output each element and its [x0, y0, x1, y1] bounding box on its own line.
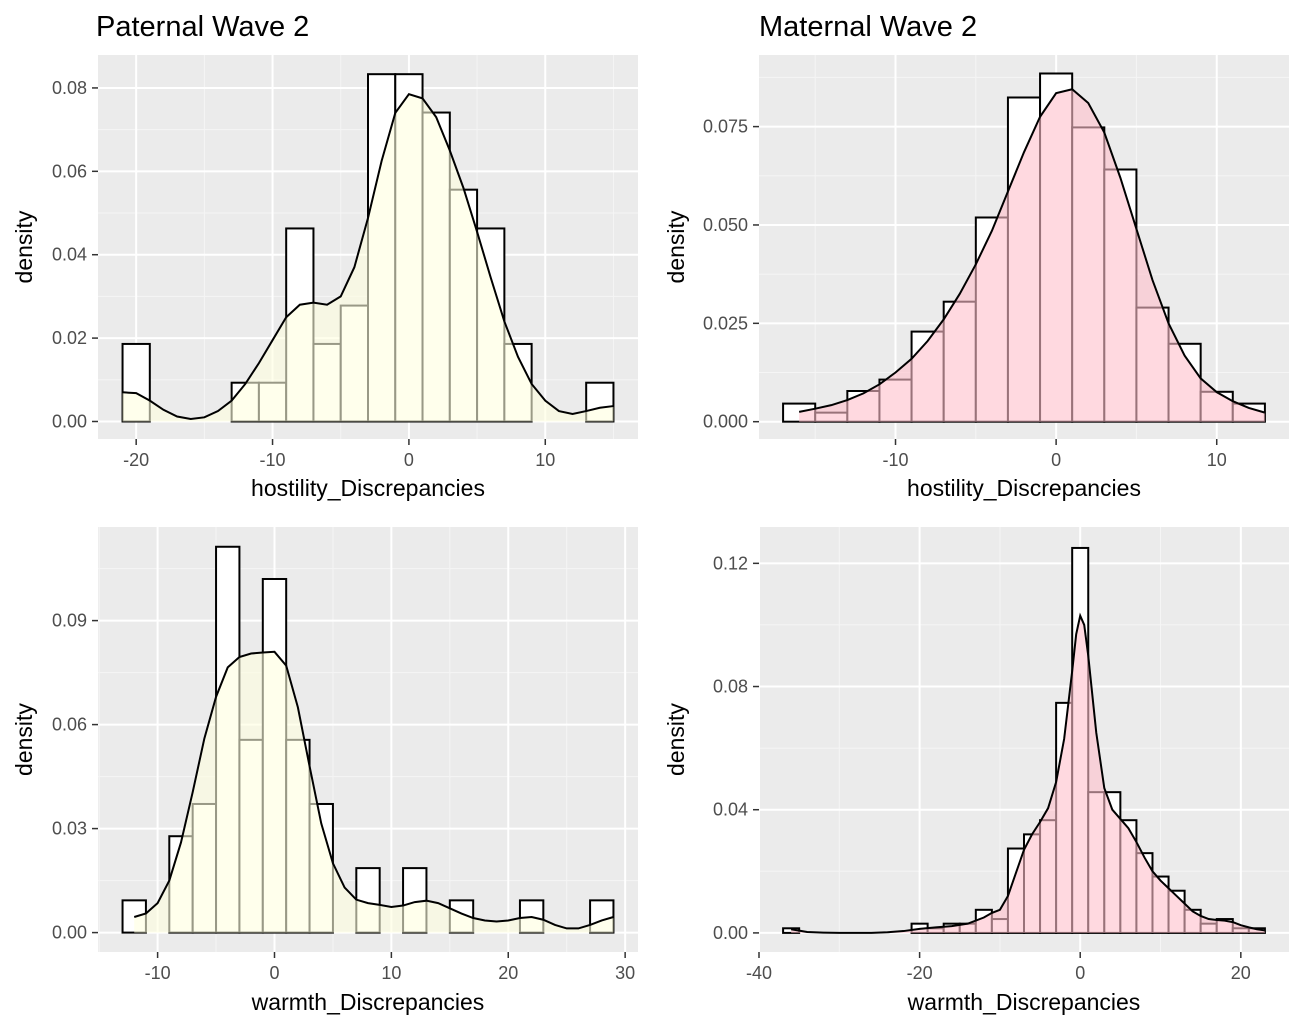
p-maternal-warmth-panel: -40 -20 0 20 0.00 0.04 0.08 0.12 warmth_Discrepa… — [663, 527, 1289, 1015]
density-curve — [122, 93, 614, 420]
y-tick-label: 0.075 — [703, 117, 748, 137]
y-tick-label: 0.08 — [52, 78, 87, 98]
p-paternal-warmth-panel: -10 0 10 20 30 0.00 0.03 0.06 0.09 warmth_Discrep… — [11, 527, 638, 1015]
x-tick-label: -10 — [260, 450, 286, 470]
x-axis-title: warmth_Discrepancies — [907, 989, 1141, 1015]
y-axis-title: density — [663, 703, 689, 776]
x-axis-title: warmth_Discrepancies — [251, 989, 485, 1015]
x-tick-label: 0 — [1051, 450, 1061, 470]
density-area — [799, 89, 1265, 422]
y-tick-label: 0.00 — [52, 411, 87, 431]
axes: -10 0 10 20 30 0.00 0.03 0.06 0.09 — [52, 611, 635, 983]
y-tick-label: 0.00 — [713, 923, 748, 943]
y-tick-label: 0.04 — [52, 245, 87, 265]
y-tick-label: 0.050 — [703, 215, 748, 235]
density-curve — [133, 650, 614, 930]
x-tick-label: 0 — [269, 963, 279, 983]
x-tick-label: 20 — [498, 963, 518, 983]
x-tick-label: -10 — [145, 963, 171, 983]
density-curve — [798, 88, 1266, 414]
x-tick-label: 0 — [1075, 963, 1085, 983]
x-tick-label: 10 — [1207, 450, 1227, 470]
gridlines — [758, 527, 1289, 952]
panel-title: Maternal Wave 2 — [759, 11, 977, 43]
p-maternal-hostility-panel: -10 0 10 0.000 0.025 0.050 0.075 Maternal Wave … — [663, 11, 1289, 501]
x-tick-label: 20 — [1231, 963, 1251, 983]
x-axis-title: hostility_Discrepancies — [251, 475, 485, 501]
density-area — [122, 94, 614, 422]
y-axis-title: density — [663, 210, 689, 283]
p-paternal-hostility-panel: -20 -10 0 10 0.00 0.02 0.04 0.06 0.08 Paternal Wa… — [11, 11, 638, 501]
y-tick-label: 0.06 — [52, 161, 87, 181]
y-tick-label: 0.08 — [713, 677, 748, 697]
y-tick-label: 0.09 — [52, 611, 87, 631]
x-tick-label: 0 — [404, 450, 414, 470]
axes: -20 -10 0 10 0.00 0.02 0.04 0.06 0.08 — [52, 78, 555, 470]
y-tick-label: 0.000 — [703, 412, 748, 432]
y-tick-label: 0.03 — [52, 819, 87, 839]
density-area — [791, 615, 1265, 933]
x-tick-label: -20 — [123, 450, 149, 470]
x-tick-label: -40 — [746, 963, 772, 983]
axes: -40 -20 0 20 0.00 0.04 0.08 0.12 — [713, 553, 1251, 983]
panel-title: Paternal Wave 2 — [96, 11, 309, 43]
y-tick-label: 0.025 — [703, 313, 748, 333]
axes: -10 0 10 0.000 0.025 0.050 0.075 — [703, 117, 1227, 470]
x-tick-label: 10 — [381, 963, 401, 983]
y-tick-label: 0.04 — [713, 800, 748, 820]
x-tick-label: 30 — [615, 963, 635, 983]
y-tick-label: 0.12 — [713, 553, 748, 573]
x-tick-label: 10 — [535, 450, 555, 470]
density-curve — [790, 612, 1266, 934]
y-tick-label: 0.02 — [52, 328, 87, 348]
density-area — [134, 651, 614, 933]
x-tick-label: -20 — [907, 963, 933, 983]
y-axis-title: density — [11, 703, 37, 776]
x-axis-title: hostility_Discrepancies — [907, 475, 1141, 501]
y-tick-label: 0.00 — [52, 923, 87, 943]
y-tick-label: 0.06 — [52, 715, 87, 735]
y-axis-title: density — [11, 210, 37, 283]
x-tick-label: -10 — [883, 450, 909, 470]
